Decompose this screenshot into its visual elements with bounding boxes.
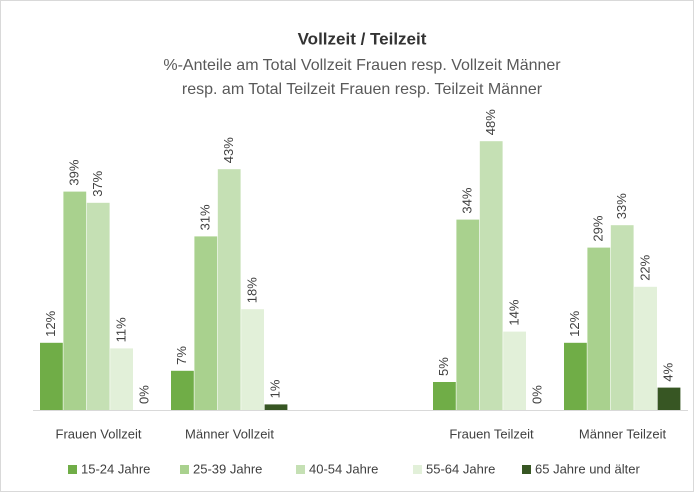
bar (241, 309, 264, 410)
legend-swatch (522, 465, 531, 474)
data-label: 1% (268, 379, 283, 398)
chart-title: Vollzeit / Teilzeit (298, 29, 427, 48)
bar (634, 286, 657, 410)
bar (587, 247, 611, 410)
data-label: 31% (198, 204, 213, 230)
bar (110, 348, 133, 410)
data-label: 0% (137, 385, 152, 404)
data-label: 33% (614, 193, 629, 219)
x-tick-label: Frauen Teilzeit (449, 426, 534, 441)
bar (610, 225, 634, 410)
bar (63, 191, 87, 410)
bar (479, 141, 503, 410)
bar (264, 404, 288, 410)
chart-subtitle: resp. am Total Teilzeit Frauen resp. Tei… (182, 81, 543, 98)
bar (40, 342, 63, 410)
legend-label: 15-24 Jahre (81, 461, 150, 476)
data-label: 34% (460, 187, 475, 213)
data-label: 0% (530, 385, 545, 404)
data-label: 11% (113, 317, 128, 342)
data-label: 29% (591, 215, 606, 241)
x-tick-label: Männer Teilzeit (579, 426, 667, 441)
bar (171, 370, 194, 410)
chart-subtitle: %-Anteile am Total Vollzeit Frauen resp.… (163, 57, 561, 74)
bar (217, 169, 241, 410)
data-label: 48% (483, 109, 498, 135)
data-label: 18% (244, 277, 259, 303)
bar (433, 382, 456, 410)
data-label: 14% (506, 299, 521, 325)
bar (86, 202, 110, 410)
bar (503, 331, 526, 410)
legend-label: 55-64 Jahre (426, 461, 495, 476)
data-label: 22% (637, 254, 652, 280)
data-label: 43% (221, 137, 236, 163)
legend-swatch (180, 465, 189, 474)
data-label: 5% (436, 357, 451, 376)
data-label: 4% (661, 362, 676, 381)
data-label: 39% (67, 159, 82, 185)
data-label: 12% (567, 310, 582, 336)
data-label: 12% (43, 310, 58, 336)
legend-swatch (68, 465, 77, 474)
bar (194, 236, 218, 410)
data-label: 37% (90, 170, 105, 196)
x-tick-label: Frauen Vollzeit (56, 426, 142, 441)
bar (657, 387, 681, 410)
legend-label: 65 Jahre und älter (535, 461, 640, 476)
x-tick-label: Männer Vollzeit (185, 426, 274, 441)
legend-label: 40-54 Jahre (309, 461, 378, 476)
bar (456, 219, 480, 410)
data-label: 7% (174, 346, 189, 365)
legend-label: 25-39 Jahre (193, 461, 262, 476)
legend-swatch (296, 465, 305, 474)
bar (564, 342, 587, 410)
legend-swatch (413, 465, 422, 474)
